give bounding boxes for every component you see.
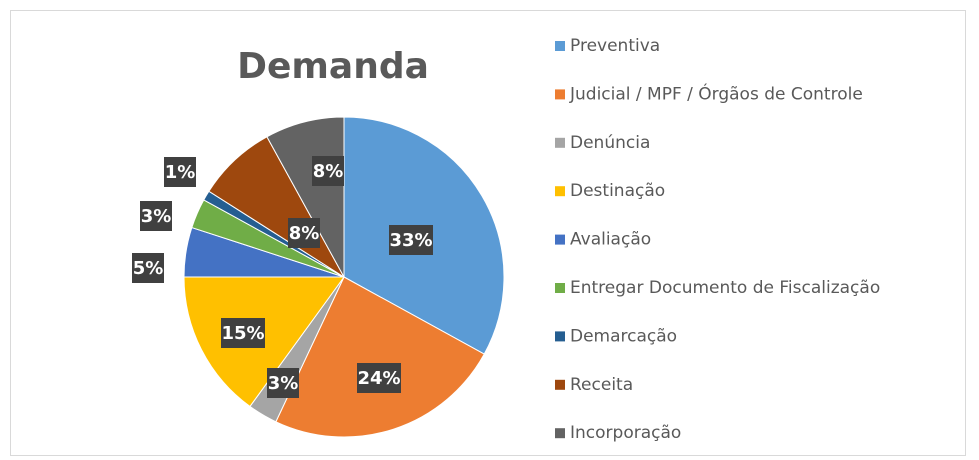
value-label: 5% [133,258,164,279]
legend-label: Destinação [570,181,665,201]
value-label-box [357,363,401,393]
value-label-box [140,201,172,231]
value-label-box [267,368,299,398]
value-label-box [164,157,196,187]
value-label: 33% [389,230,432,251]
legend-swatch [555,234,565,245]
value-label-box [221,318,265,348]
legend-label: Incorporação [570,423,681,443]
value-label: 24% [357,368,400,389]
value-label-box [132,253,164,283]
legend-label: Denúncia [570,133,650,153]
value-label: 8% [289,223,320,244]
legend-label: Entregar Documento de Fiscalização [570,278,880,298]
legend-swatch [555,379,565,390]
pie-slice [275,276,485,438]
chart-title: Demanda [237,46,429,87]
value-label: 1% [165,162,196,183]
legend-swatch [555,283,565,293]
legend-label: Avaliação [570,230,651,250]
value-label: 3% [141,206,172,227]
legend-swatch [555,89,565,100]
value-label: 3% [268,373,299,394]
legend-swatch [555,428,565,439]
value-label: 15% [221,323,264,344]
value-label-box [312,156,344,186]
legend-swatch [555,186,565,197]
legend-label: Judicial / MPF / Órgãos de Controle [569,82,863,104]
legend-swatch [555,331,565,342]
legend-label: Receita [570,375,633,395]
value-label-box [288,218,320,248]
legend-swatch [555,41,565,51]
legend-label: Demarcação [570,326,677,346]
legend-label: Preventiva [570,36,660,56]
value-label-box [389,225,433,255]
legend-swatch [555,137,565,148]
value-label: 8% [313,161,344,182]
